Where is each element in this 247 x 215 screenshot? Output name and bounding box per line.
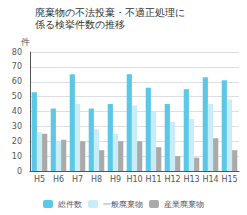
svg-text:70: 70 xyxy=(12,62,22,71)
svg-text:H7: H7 xyxy=(72,175,83,184)
svg-text:60: 60 xyxy=(12,77,22,86)
svg-text:件: 件 xyxy=(21,37,30,47)
svg-text:20: 20 xyxy=(12,137,22,146)
svg-text:H12: H12 xyxy=(164,175,180,184)
svg-text:30: 30 xyxy=(12,122,22,131)
svg-text:0: 0 xyxy=(17,167,22,176)
svg-text:40: 40 xyxy=(12,107,22,116)
svg-text:H6: H6 xyxy=(53,175,64,184)
svg-text:H10: H10 xyxy=(126,175,142,184)
svg-text:H9: H9 xyxy=(110,175,121,184)
svg-text:H11: H11 xyxy=(145,175,161,184)
svg-text:H15: H15 xyxy=(221,175,237,184)
svg-text:係る検挙件数の推移: 係る検挙件数の推移 xyxy=(35,19,125,30)
svg-text:H14: H14 xyxy=(202,175,218,184)
svg-text:H13: H13 xyxy=(183,175,199,184)
svg-text:産業廃棄物: 産業廃棄物 xyxy=(164,200,204,209)
svg-text:H5: H5 xyxy=(34,175,45,184)
svg-text:H8: H8 xyxy=(91,175,102,184)
svg-text:10: 10 xyxy=(12,152,22,161)
svg-text:廃棄物の不法投棄・不適正処理に: 廃棄物の不法投棄・不適正処理に xyxy=(35,7,185,18)
svg-text:80: 80 xyxy=(12,48,22,57)
svg-text:総件数: 総件数 xyxy=(57,200,82,209)
svg-text:一般廃棄物: 一般廃棄物 xyxy=(103,200,143,209)
svg-text:50: 50 xyxy=(12,92,22,101)
